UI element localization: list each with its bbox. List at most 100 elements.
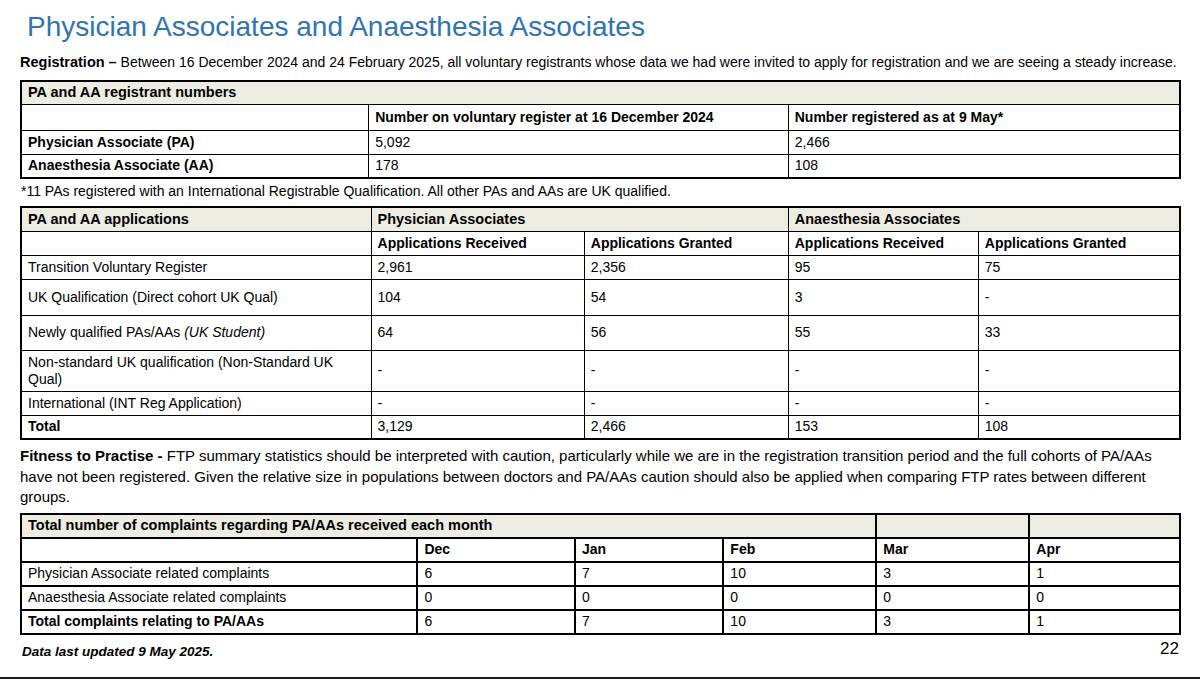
cell-value: 0 bbox=[723, 586, 876, 610]
month-header-mar: Mar bbox=[876, 538, 1029, 562]
month-header-apr: Apr bbox=[1029, 538, 1180, 562]
table-row-pa: Physician Associate (PA) 5,092 2,466 bbox=[21, 130, 1180, 154]
cell-value: 104 bbox=[371, 279, 584, 315]
cell-value: - bbox=[371, 350, 584, 391]
aa-applications-received-header: Applications Received bbox=[788, 231, 978, 255]
cell-value: 33 bbox=[978, 315, 1180, 350]
complaints-table-title-row: Total number of complaints regarding PA/… bbox=[21, 514, 1180, 538]
cell-value: - bbox=[978, 279, 1180, 315]
registration-text: Between 16 December 2024 and 24 February… bbox=[121, 54, 1177, 70]
cell-value: 3 bbox=[788, 279, 978, 315]
complaints-title-blank-cell bbox=[1029, 514, 1180, 538]
cell-value: 2,466 bbox=[584, 415, 788, 439]
cell-value: - bbox=[371, 391, 584, 415]
cell-value: 10 bbox=[723, 610, 876, 634]
cell-value: 2,356 bbox=[584, 255, 788, 279]
table-row-pa-complaints: Physician Associate related complaints 6… bbox=[21, 562, 1180, 586]
cell-value: 108 bbox=[978, 415, 1180, 439]
pa-voluntary-value: 5,092 bbox=[369, 130, 789, 154]
table-row-aa: Anaesthesia Associate (AA) 178 108 bbox=[21, 154, 1180, 178]
cell-value: - bbox=[978, 350, 1180, 391]
complaints-month-header-row: Dec Jan Feb Mar Apr bbox=[21, 538, 1180, 562]
data-last-updated-note: Data last updated 9 May 2025. bbox=[20, 644, 213, 659]
cell-value: 153 bbox=[788, 415, 978, 439]
aa-applications-granted-header: Applications Granted bbox=[978, 231, 1180, 255]
page-content: Physician Associates and Anaesthesia Ass… bbox=[0, 11, 1200, 659]
aa-voluntary-value: 178 bbox=[369, 154, 789, 178]
registrant-table-footnote: *11 PAs registered with an International… bbox=[21, 183, 1181, 199]
cell-value: - bbox=[584, 391, 788, 415]
cell-value: 55 bbox=[788, 315, 978, 350]
cell-value: 0 bbox=[575, 586, 723, 610]
bottom-rule bbox=[0, 677, 1200, 679]
cell-value: - bbox=[978, 391, 1180, 415]
group-header-physician-associates: Physician Associates bbox=[371, 207, 788, 231]
applications-subheader-row: Applications Received Applications Grant… bbox=[21, 231, 1180, 255]
registrant-numbers-table: PA and AA registrant numbers Number on v… bbox=[20, 80, 1181, 179]
complaints-title-blank-cell bbox=[876, 514, 1029, 538]
cell-value: 3,129 bbox=[371, 415, 584, 439]
cell-value: 1 bbox=[1029, 562, 1180, 586]
row-label: UK Qualification (Direct cohort UK Qual) bbox=[21, 279, 371, 315]
cell-value: 54 bbox=[584, 279, 788, 315]
complaints-table-title: Total number of complaints regarding PA/… bbox=[21, 514, 876, 538]
applications-table-title: PA and AA applications bbox=[21, 207, 371, 231]
cell-value: 6 bbox=[417, 562, 575, 586]
complaints-col-blank bbox=[21, 538, 417, 562]
row-label: International (INT Reg Application) bbox=[21, 391, 371, 415]
table-row-international: International (INT Reg Application) - - … bbox=[21, 391, 1180, 415]
row-label-total: Total bbox=[21, 415, 371, 439]
month-header-feb: Feb bbox=[723, 538, 876, 562]
registrant-col-blank bbox=[21, 104, 369, 130]
month-header-jan: Jan bbox=[575, 538, 723, 562]
row-label-total-complaints: Total complaints relating to PA/AAs bbox=[21, 610, 417, 634]
cell-value: 3 bbox=[876, 562, 1029, 586]
pa-applications-granted-header: Applications Granted bbox=[584, 231, 788, 255]
fitness-to-practise-paragraph: Fitness to Practise - FTP summary statis… bbox=[20, 446, 1181, 508]
registration-label: Registration – bbox=[20, 54, 117, 70]
footer-row: Data last updated 9 May 2025. 22 bbox=[20, 639, 1181, 659]
row-label-italic-text: (UK Student) bbox=[184, 324, 265, 340]
month-header-dec: Dec bbox=[417, 538, 575, 562]
applications-table: PA and AA applications Physician Associa… bbox=[20, 206, 1181, 440]
table-row-newly-qualified: Newly qualified PAs/AAs (UK Student) 64 … bbox=[21, 315, 1180, 350]
applications-table-title-row: PA and AA applications Physician Associa… bbox=[21, 207, 1180, 231]
cell-value: 95 bbox=[788, 255, 978, 279]
cell-value: 6 bbox=[417, 610, 575, 634]
registrant-table-title: PA and AA registrant numbers bbox=[21, 81, 1180, 104]
aa-registered-value: 108 bbox=[788, 154, 1180, 178]
cell-value: - bbox=[788, 391, 978, 415]
row-label-aa: Anaesthesia Associate (AA) bbox=[21, 154, 369, 178]
table-row-total-complaints: Total complaints relating to PA/AAs 6 7 … bbox=[21, 610, 1180, 634]
registrant-col-voluntary-register: Number on voluntary register at 16 Decem… bbox=[369, 104, 789, 130]
row-label: Anaesthesia Associate related complaints bbox=[21, 586, 417, 610]
registrant-table-title-row: PA and AA registrant numbers bbox=[21, 81, 1180, 104]
cell-value: 7 bbox=[575, 562, 723, 586]
cell-value: - bbox=[788, 350, 978, 391]
ftp-text: FTP summary statistics should be interpr… bbox=[20, 447, 1152, 505]
row-label-text: Newly qualified PAs/AAs bbox=[28, 324, 180, 340]
pa-registered-value: 2,466 bbox=[788, 130, 1180, 154]
page-title: Physician Associates and Anaesthesia Ass… bbox=[27, 11, 1181, 43]
cell-value: 0 bbox=[876, 586, 1029, 610]
ftp-label: Fitness to Practise - bbox=[20, 447, 163, 464]
row-label: Non-standard UK qualification (Non-Stand… bbox=[21, 350, 371, 391]
cell-value: 1 bbox=[1029, 610, 1180, 634]
cell-value: 7 bbox=[575, 610, 723, 634]
group-header-anaesthesia-associates: Anaesthesia Associates bbox=[788, 207, 1180, 231]
cell-value: 0 bbox=[417, 586, 575, 610]
row-label: Physician Associate related complaints bbox=[21, 562, 417, 586]
complaints-table: Total number of complaints regarding PA/… bbox=[20, 513, 1181, 635]
pa-applications-received-header: Applications Received bbox=[371, 231, 584, 255]
cell-value: - bbox=[584, 350, 788, 391]
table-row-aa-complaints: Anaesthesia Associate related complaints… bbox=[21, 586, 1180, 610]
applications-col-blank bbox=[21, 231, 371, 255]
row-label: Newly qualified PAs/AAs (UK Student) bbox=[21, 315, 371, 350]
table-row-transition-voluntary-register: Transition Voluntary Register 2,961 2,35… bbox=[21, 255, 1180, 279]
registration-paragraph: Registration – Between 16 December 2024 … bbox=[20, 54, 1181, 70]
cell-value: 56 bbox=[584, 315, 788, 350]
cell-value: 10 bbox=[723, 562, 876, 586]
cell-value: 64 bbox=[371, 315, 584, 350]
cell-value: 3 bbox=[876, 610, 1029, 634]
table-row-uk-qualification: UK Qualification (Direct cohort UK Qual)… bbox=[21, 279, 1180, 315]
